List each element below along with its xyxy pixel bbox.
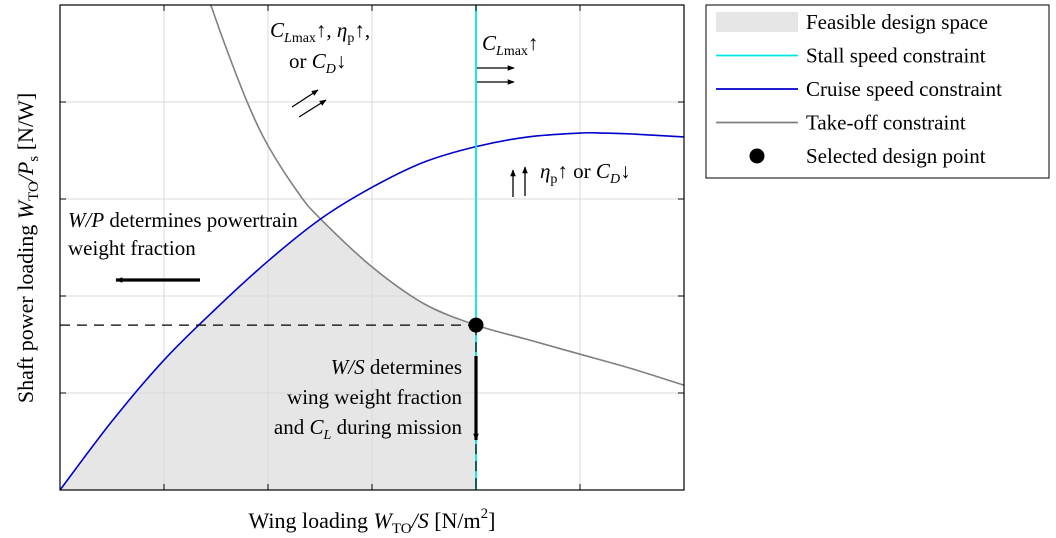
ws-note-and: and bbox=[274, 415, 310, 439]
svg-text:W/S determines: W/S determines bbox=[331, 355, 462, 379]
ws-note: W/S determines wing weight fraction and … bbox=[274, 355, 479, 443]
takeoff-shift-arrow bbox=[291, 89, 319, 108]
selected-design-point bbox=[468, 317, 484, 333]
ws-note-rest: determines bbox=[365, 355, 462, 379]
y-axis-label: Shaft power loading WTO/Ps [N/W] bbox=[13, 93, 42, 403]
takeoff-shift-annotation: CLmax↑, ηp↑, or CD↓ bbox=[270, 18, 370, 118]
takeoff-ann-cd-sub: D bbox=[325, 62, 336, 77]
legend-box bbox=[705, 4, 1050, 179]
takeoff-ann-or: or bbox=[289, 49, 312, 73]
takeoff-ann-cl: C bbox=[270, 18, 285, 42]
stall-ann-cl: C bbox=[482, 31, 497, 55]
svg-text:CLmax↑: CLmax↑ bbox=[482, 31, 538, 59]
takeoff-ann-cl-max: max bbox=[292, 31, 316, 46]
legend-swatch-dot bbox=[749, 148, 765, 164]
ws-note-cl-sub: L bbox=[323, 428, 332, 443]
svg-text:or CD↓: or CD↓ bbox=[289, 49, 346, 77]
cruise-ann-down: ↓ bbox=[620, 159, 631, 183]
takeoff-constraint-line bbox=[210, 5, 684, 387]
takeoff-ann-mid: ↑, bbox=[316, 18, 337, 42]
stall-shift-annotation: CLmax↑ bbox=[477, 31, 538, 85]
ws-note-line2: wing weight fraction bbox=[287, 385, 462, 409]
stall-ann-up: ↑ bbox=[528, 31, 539, 55]
svg-text:CLmax↑, ηp↑,: CLmax↑, ηp↑, bbox=[270, 18, 370, 46]
svg-text:ηp↑ or CD↓: ηp↑ or CD↓ bbox=[540, 159, 631, 187]
legend-label: Take-off constraint bbox=[806, 111, 966, 135]
takeoff-ann-cl-sub: L bbox=[283, 31, 292, 46]
stall-ann-max: max bbox=[504, 44, 528, 59]
ws-note-var: W/S bbox=[331, 355, 365, 379]
takeoff-ann-cd: C bbox=[312, 49, 327, 73]
svg-text:W/P determines powertrain: W/P determines powertrain bbox=[68, 208, 298, 232]
takeoff-ann-down: ↓ bbox=[336, 49, 347, 73]
stall-ann-cl-sub: L bbox=[495, 44, 504, 59]
ws-note-rest3: during mission bbox=[331, 415, 462, 439]
legend-label: Cruise speed constraint bbox=[806, 77, 1002, 101]
takeoff-shift-arrow bbox=[298, 99, 327, 118]
cruise-ann-eta: η bbox=[540, 159, 550, 183]
legend-swatch-fill bbox=[716, 12, 798, 32]
wp-note: W/P determines powertrain weight fractio… bbox=[68, 208, 298, 283]
takeoff-ann-eta-sub: p bbox=[347, 31, 354, 46]
cruise-ann-cd: C bbox=[596, 159, 611, 183]
takeoff-ann-eta: η bbox=[337, 18, 347, 42]
cruise-ann-mid: ↑ or bbox=[557, 159, 596, 183]
ws-note-cl: C bbox=[310, 415, 325, 439]
wp-note-var: W/P bbox=[68, 208, 104, 232]
legend: Feasible design space Stall speed constra… bbox=[705, 4, 1050, 179]
wp-note-rest: determines powertrain bbox=[104, 208, 298, 232]
takeoff-ann-end: ↑, bbox=[354, 18, 370, 42]
cruise-ann-eta-sub: p bbox=[550, 172, 557, 187]
legend-label: Feasible design space bbox=[806, 10, 988, 34]
wp-note-line2: weight fraction bbox=[68, 236, 196, 260]
cruise-ann-cd-sub: D bbox=[609, 172, 620, 187]
x-axis-label: Wing loading WTO/S [N/m2] bbox=[249, 506, 496, 537]
cruise-shift-annotation: ηp↑ or CD↓ bbox=[510, 159, 631, 197]
legend-label: Stall speed constraint bbox=[806, 44, 986, 68]
cruise-speed-constraint-line bbox=[60, 131, 684, 490]
legend-label: Selected design point bbox=[806, 144, 986, 168]
svg-text:and CL during mission: and CL during mission bbox=[274, 415, 463, 443]
